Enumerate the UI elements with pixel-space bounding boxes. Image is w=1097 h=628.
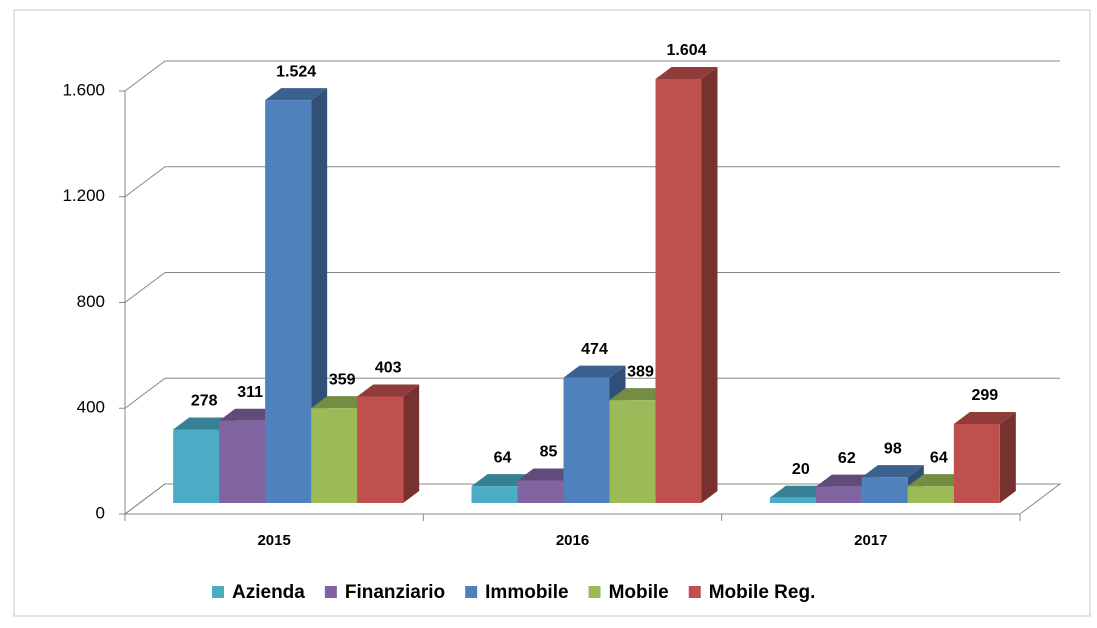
x-tick-label: 2016	[556, 532, 589, 549]
value-label: 98	[884, 440, 902, 457]
value-label: 299	[971, 387, 998, 404]
bar	[265, 88, 328, 503]
value-label: 389	[627, 363, 654, 380]
bar-front	[563, 377, 610, 503]
legend-label: Azienda	[232, 582, 305, 603]
y-tick-label: 1.200	[62, 186, 105, 205]
bar-front	[861, 477, 908, 503]
legend-label: Mobile	[609, 582, 669, 603]
value-label: 85	[540, 444, 558, 461]
bar-front	[471, 486, 518, 503]
y-tick-label: 400	[77, 398, 105, 417]
bar-front	[609, 400, 656, 503]
x-tick-label: 2017	[854, 532, 887, 549]
chart-border	[13, 9, 1091, 617]
x-tick-label: 2015	[257, 532, 290, 549]
bar-front	[357, 396, 404, 503]
value-label: 311	[237, 384, 263, 401]
bar-top	[861, 465, 924, 478]
bar-top	[265, 88, 328, 101]
bar-side	[403, 384, 420, 503]
value-label: 64	[930, 449, 948, 466]
value-label: 1.604	[666, 42, 706, 59]
bar-top	[563, 365, 626, 378]
bar-front	[311, 408, 358, 503]
grid-line	[124, 60, 1060, 92]
bar-front	[769, 497, 816, 503]
y-tick-label: 800	[77, 292, 105, 311]
bar-top	[357, 384, 420, 397]
value-label: 359	[329, 371, 356, 388]
bar-front	[173, 429, 220, 503]
value-label: 474	[581, 341, 608, 358]
y-tick-label: 1.600	[62, 80, 105, 99]
bar-front	[953, 423, 1000, 503]
y-tick-label: 0	[96, 503, 105, 522]
grid-line	[124, 166, 1060, 198]
legend-label: Finanziario	[345, 582, 445, 603]
bar-front	[265, 100, 312, 503]
bar	[357, 384, 420, 503]
bar	[655, 66, 718, 503]
bar-front	[655, 78, 702, 503]
legend-swatch	[324, 586, 337, 598]
value-label: 20	[792, 461, 810, 478]
grid-line	[124, 377, 1060, 409]
bar	[861, 465, 924, 503]
value-label: 278	[191, 393, 218, 410]
value-label: 62	[838, 450, 856, 467]
bar-front	[517, 480, 564, 503]
legend-swatch	[588, 586, 601, 598]
value-label: 64	[494, 449, 512, 466]
legend-label: Mobile Reg.	[709, 582, 816, 603]
bar	[953, 411, 1016, 503]
value-label: 1.524	[276, 63, 316, 80]
bar-side	[999, 411, 1016, 503]
bar-front	[907, 486, 954, 503]
legend-label: Immobile	[485, 582, 568, 603]
value-label: 403	[375, 360, 402, 377]
legend-swatch	[465, 586, 478, 598]
bar-side	[701, 66, 718, 503]
grid-line	[124, 272, 1060, 303]
bar-front	[219, 420, 266, 503]
legend-swatch	[688, 586, 701, 598]
bar-front	[815, 486, 862, 503]
bar-top	[655, 66, 718, 79]
legend-swatch	[212, 586, 224, 598]
bar-top	[953, 411, 1016, 424]
grid-line	[124, 483, 1060, 515]
